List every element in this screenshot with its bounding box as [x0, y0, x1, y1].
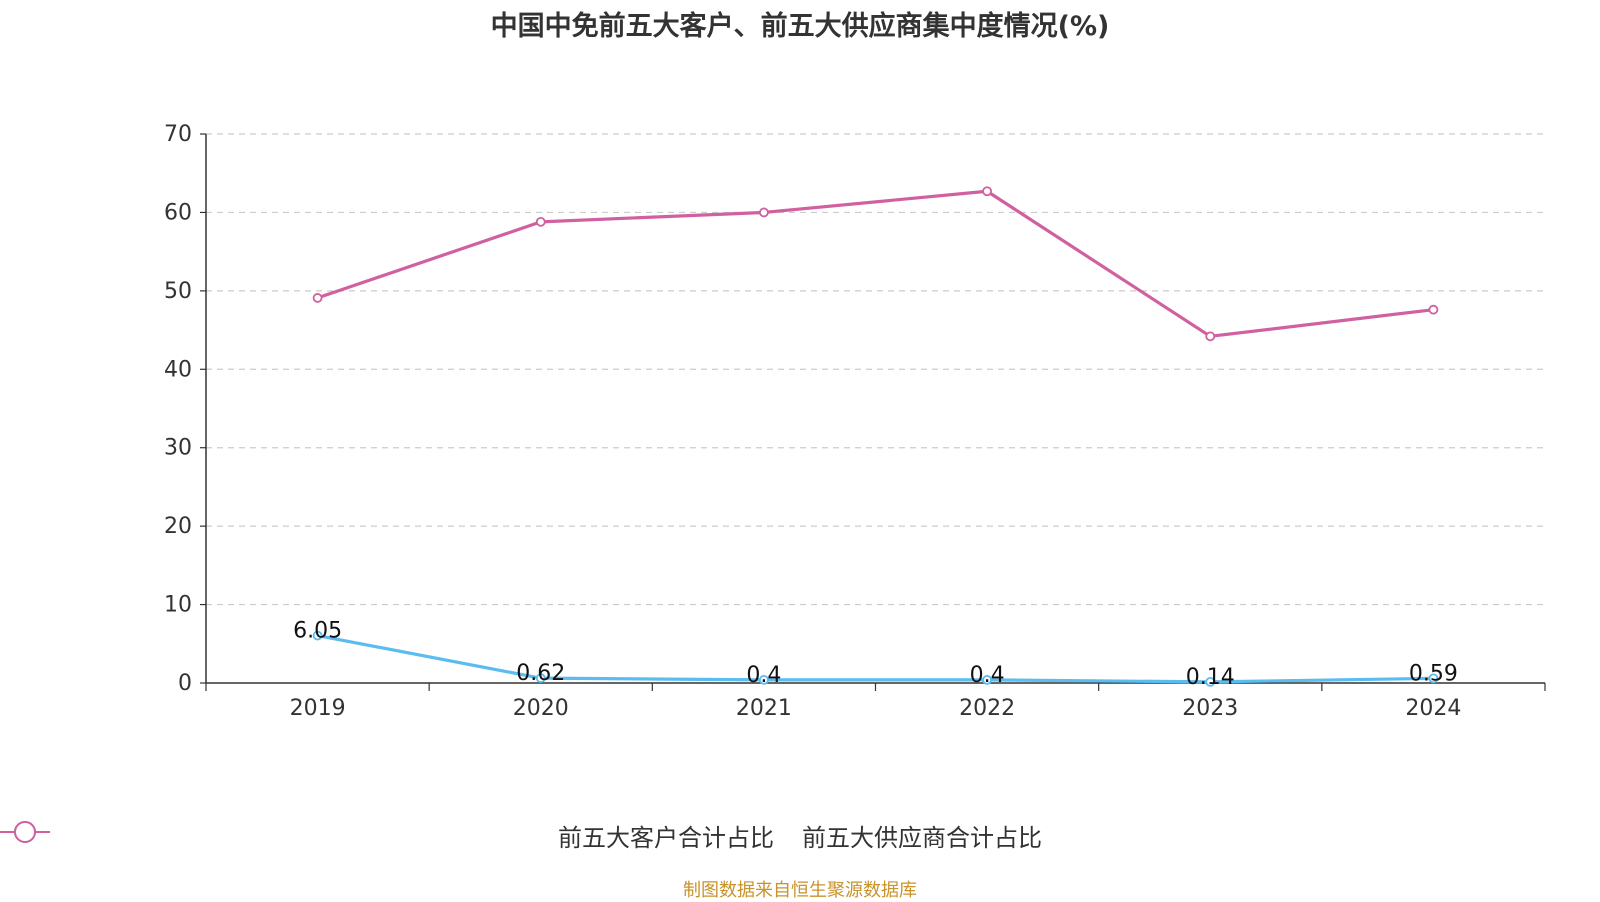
- y-tick-label: 60: [164, 200, 192, 225]
- data-label: 0.4: [970, 663, 1005, 688]
- data-point: [1428, 673, 1439, 684]
- y-tick-label: 20: [164, 514, 192, 539]
- data-point: [982, 186, 992, 197]
- y-tick-label: 50: [164, 279, 192, 304]
- data-point: [759, 674, 769, 685]
- x-tick-label: 2022: [959, 696, 1015, 721]
- y-tick-label: 40: [164, 357, 192, 382]
- data-point: [312, 630, 323, 641]
- series-line-0: [317, 633, 1434, 684]
- data-point: [312, 293, 323, 303]
- data-label: 0.62: [516, 661, 565, 686]
- chart-title: 中国中免前五大客户、前五大供应商集中度情况(%): [490, 11, 1110, 42]
- legend-label-customers: 前五大客户合计占比: [558, 824, 774, 852]
- y-tick-label: 0: [178, 671, 192, 696]
- data-point: [535, 216, 546, 227]
- data-point: [982, 674, 992, 685]
- series-line-1: [317, 189, 1434, 338]
- x-tick-label: 2020: [513, 696, 569, 721]
- data-label: 0.59: [1409, 661, 1458, 686]
- y-tick-label: 70: [164, 122, 192, 147]
- legend: 前五大客户合计占比 前五大供应商合计占比: [0, 818, 1600, 853]
- x-tick-label: 2019: [290, 696, 346, 721]
- data-point: [535, 673, 546, 684]
- data-point: [1428, 304, 1439, 315]
- data-point: [1205, 331, 1216, 342]
- y-tick-label: 30: [164, 436, 192, 461]
- data-label: 0.4: [746, 663, 781, 688]
- source-note: 制图数据来自恒生聚源数据库: [683, 880, 917, 901]
- data-point: [759, 207, 769, 218]
- legend-swatch-suppliers: [0, 821, 50, 843]
- y-tick-label: 10: [164, 593, 192, 618]
- legend-item-customers[interactable]: 前五大客户合计占比: [0, 818, 774, 853]
- legend-item-suppliers[interactable]: 前五大供应商合计占比: [0, 818, 1042, 853]
- legend-label-suppliers: 前五大供应商合计占比: [802, 824, 1042, 852]
- x-tick-label: 2024: [1405, 696, 1461, 721]
- data-label: 6.05: [293, 619, 342, 644]
- data-label: 0.14: [1186, 665, 1235, 690]
- data-point: [1205, 677, 1216, 687]
- x-tick-label: 2021: [736, 696, 792, 721]
- x-tick-label: 2023: [1182, 696, 1238, 721]
